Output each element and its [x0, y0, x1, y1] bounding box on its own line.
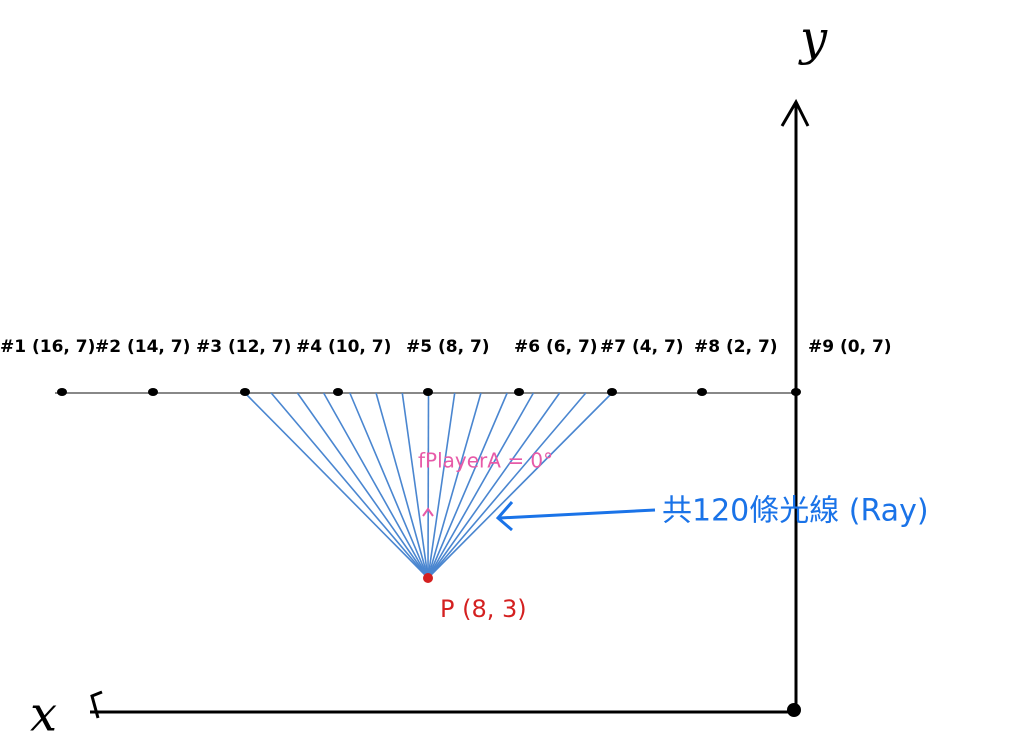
wall-point	[791, 388, 801, 396]
points: #1 (16, 7) #2 (14, 7) #3 (12, 7) #4 (10, 7)…	[0, 337, 892, 396]
point-label: #2 (14, 7)	[95, 337, 190, 357]
ray	[427, 392, 535, 579]
ray	[427, 392, 508, 579]
origin	[787, 703, 801, 717]
ray	[375, 392, 429, 579]
ray	[427, 392, 482, 579]
point-label: #1 (16, 7)	[0, 337, 95, 357]
point-label: #4 (10, 7)	[296, 337, 391, 357]
annotation-arrowhead	[495, 501, 514, 532]
ray	[322, 392, 429, 579]
wall-point	[607, 388, 617, 396]
point-label: #6 (6, 7)	[514, 337, 598, 357]
ray	[427, 392, 456, 579]
point-label: #5 (8, 7)	[406, 337, 490, 357]
x-arrow	[90, 690, 103, 719]
point-label: #9 (0, 7)	[808, 337, 892, 357]
y-arrow	[780, 98, 810, 127]
rays	[244, 392, 613, 579]
x-label: x	[30, 687, 57, 743]
angle-arrow	[422, 507, 434, 517]
ray	[401, 392, 429, 579]
wall-point	[148, 388, 158, 396]
ray	[244, 392, 429, 579]
ray	[427, 392, 561, 579]
player-dot	[423, 573, 433, 583]
wall-point	[57, 388, 67, 396]
wall-point	[333, 388, 343, 396]
angle-label: fPlayerA = 0°	[418, 449, 553, 473]
y-label: y	[798, 11, 828, 67]
ray-annotation: 共120條光線 (Ray)	[662, 494, 929, 529]
ray	[427, 392, 430, 579]
point-label: #7 (4, 7)	[600, 337, 684, 357]
player-label: P (8, 3)	[440, 595, 527, 623]
wall-point	[514, 388, 524, 396]
annotation-arrow	[499, 508, 656, 520]
wall-point	[423, 388, 433, 396]
ray	[427, 392, 587, 579]
ray	[427, 392, 613, 579]
ray	[296, 392, 429, 579]
point-label: #3 (12, 7)	[196, 337, 291, 357]
ray	[349, 392, 429, 579]
wall-point	[240, 388, 250, 396]
ray	[270, 392, 429, 579]
point-label: #8 (2, 7)	[694, 337, 778, 357]
wall-point	[697, 388, 707, 396]
